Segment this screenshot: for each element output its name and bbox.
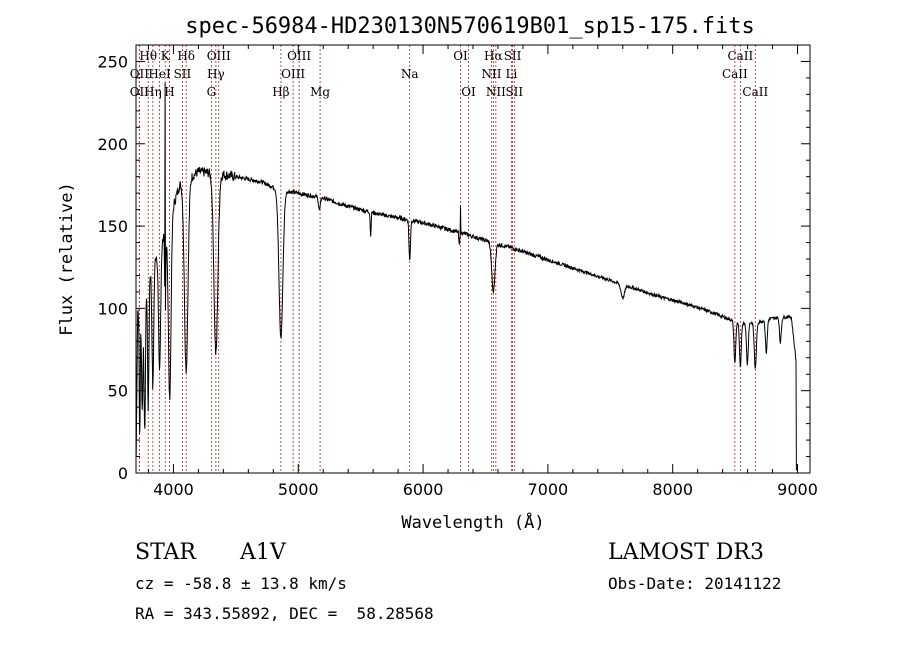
line-label: OII [130,67,150,81]
y-tick-label: 50 [108,382,128,401]
y-tick-label: 100 [97,299,128,318]
x-axis-label: Wavelength (Å) [401,511,544,533]
survey-name: LAMOST DR3 [608,540,764,565]
line-label: HeI [148,67,171,81]
line-label: OIII [287,49,311,63]
line-label: Hγ [207,67,225,81]
y-tick-label: 250 [97,52,128,71]
line-label: NII [481,67,501,81]
line-label: Hθ [139,49,157,63]
line-label: Na [401,67,419,81]
obs-date: Obs-Date: 20141122 [608,574,782,593]
plot-frame [135,44,811,474]
line-label: OI [461,85,476,99]
line-label: CaII [727,49,753,63]
axes: 4000 5000 6000 7000 8000 9000 0 50 100 150 200 250 [97,45,818,499]
line-label: Hβ [272,85,289,99]
line-label: OIII [207,49,231,63]
spectrum-chart: spec-56984-HD230130N570619B01_sp15-175.f… [57,14,818,533]
y-tick-label: 0 [118,464,128,483]
object-subclass: A1V [240,540,286,565]
x-tick-label: 7000 [528,480,569,499]
line-label: Hδ [177,49,195,63]
x-tick-label: 9000 [777,480,818,499]
line-label: OI [453,49,468,63]
y-tick-label: 150 [97,217,128,236]
x-tick-label: 4000 [153,480,194,499]
line-label: SII [505,85,523,99]
line-label: CaII [742,85,768,99]
object-type: STAR [135,540,196,565]
line-label: Hη [144,85,162,99]
line-label: CaII [722,67,748,81]
line-markers [138,45,756,473]
line-label: G [207,85,217,99]
x-tick-label: 5000 [278,480,319,499]
x-tick-label: 8000 [652,480,693,499]
line-label: Hα [484,49,503,63]
line-label: Li [506,67,518,81]
y-axis-label: Flux (relative) [57,182,77,336]
x-tick-label: 6000 [403,480,444,499]
redshift-cz: cz = -58.8 ± 13.8 km/s [135,574,347,593]
spectrum-line [135,82,798,471]
line-label: SII [174,67,192,81]
line-label: SII [504,49,522,63]
line-label: Mg [310,85,330,99]
coordinates: RA = 343.55892, DEC = 58.28568 [135,604,434,623]
line-label: K [161,49,171,63]
line-label: H [164,85,174,99]
chart-title: spec-56984-HD230130N570619B01_sp15-175.f… [185,14,755,39]
y-tick-label: 200 [97,135,128,154]
line-label: NII [486,85,506,99]
line-label: OIII [281,67,305,81]
line-label: OII [130,85,150,99]
